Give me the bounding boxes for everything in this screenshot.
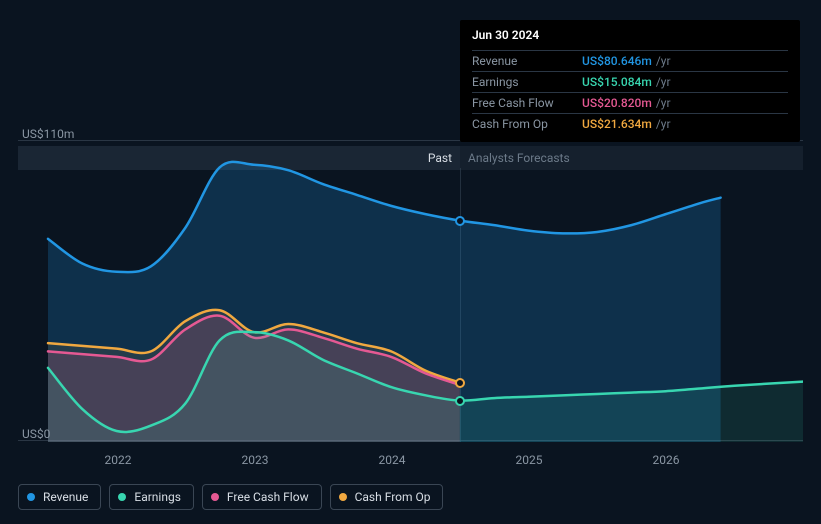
tooltip-row-suffix: /yr — [656, 96, 671, 110]
legend-item-label: Revenue — [43, 490, 88, 504]
tooltip-row-value: US$20.820m — [582, 96, 652, 110]
tooltip-row-label: Cash From Op — [472, 117, 582, 131]
legend-dot-icon — [211, 493, 219, 501]
y-axis-label-max: US$110m — [22, 127, 74, 141]
legend-dot-icon — [27, 493, 35, 501]
chart-plot — [18, 140, 803, 442]
x-axis-tick: 2022 — [105, 453, 132, 467]
legend-item-label: Earnings — [134, 490, 181, 504]
tooltip-row: Free Cash FlowUS$20.820m/yr — [472, 92, 788, 113]
tooltip-row-value: US$21.634m — [582, 117, 652, 131]
tooltip-title: Jun 30 2024 — [472, 28, 788, 46]
legend-item-cash-from-op[interactable]: Cash From Op — [330, 484, 444, 510]
legend-item-free-cash-flow[interactable]: Free Cash Flow — [202, 484, 322, 510]
cash_from_op-marker — [455, 378, 465, 388]
legend-item-earnings[interactable]: Earnings — [109, 484, 194, 510]
revenue-marker — [455, 216, 465, 226]
legend-dot-icon — [118, 493, 126, 501]
y-axis-label-min: US$0 — [22, 427, 50, 441]
chart-legend: Revenue Earnings Free Cash Flow Cash From O… — [18, 484, 443, 510]
tooltip-row: Cash From OpUS$21.634m/yr — [472, 113, 788, 134]
tooltip-row-suffix: /yr — [656, 54, 671, 68]
tooltip-row-label: Earnings — [472, 75, 582, 89]
tooltip-row-value: US$80.646m — [582, 54, 652, 68]
tooltip-row-value: US$15.084m — [582, 75, 652, 89]
x-axis-tick: 2026 — [653, 453, 680, 467]
x-axis-tick: 2024 — [379, 453, 406, 467]
tooltip-row-suffix: /yr — [656, 75, 671, 89]
earnings-marker — [455, 396, 465, 406]
x-axis-tick: 2025 — [516, 453, 543, 467]
tooltip-row: EarningsUS$15.084m/yr — [472, 71, 788, 92]
tooltip-row-label: Free Cash Flow — [472, 96, 582, 110]
tooltip-row-suffix: /yr — [656, 117, 671, 131]
x-axis-tick: 2023 — [242, 453, 269, 467]
legend-item-label: Cash From Op — [355, 490, 431, 504]
tooltip-row-label: Revenue — [472, 54, 582, 68]
legend-item-revenue[interactable]: Revenue — [18, 484, 101, 510]
legend-dot-icon — [339, 493, 347, 501]
chart-tooltip: Jun 30 2024 RevenueUS$80.646m/yrEarnings… — [460, 20, 800, 142]
tooltip-row: RevenueUS$80.646m/yr — [472, 50, 788, 71]
legend-item-label: Free Cash Flow — [227, 490, 309, 504]
